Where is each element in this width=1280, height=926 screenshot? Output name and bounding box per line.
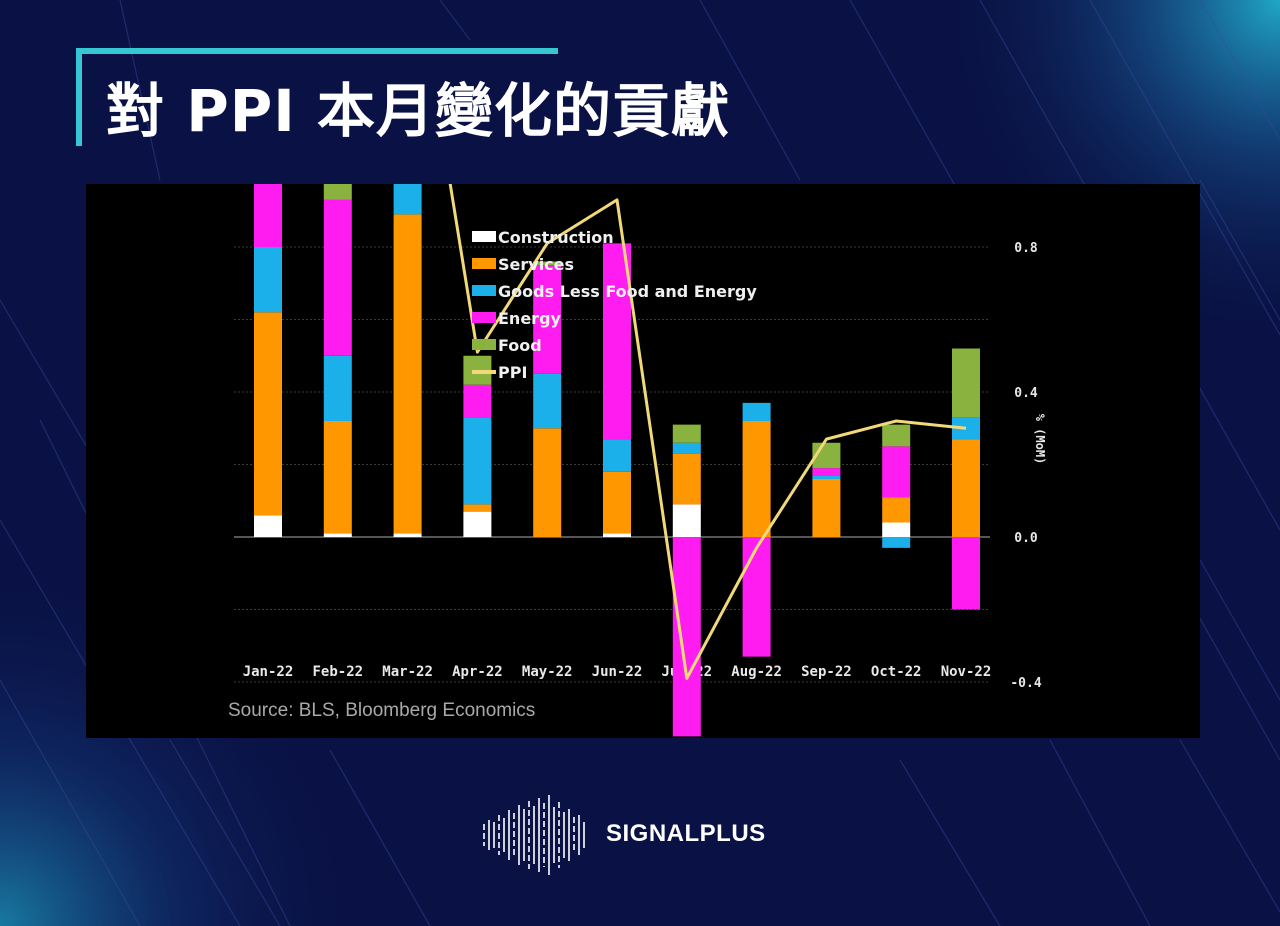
bar-segment-construction [603,533,631,537]
x-tick-label: Feb-22 [313,664,364,680]
bar-segment-services [603,471,631,534]
bar-segment-construction [882,522,911,537]
bar-segment-goods-less-food-and-energy [463,417,492,505]
bar-segment-goods-less-food-and-energy [742,402,771,421]
bar-segment-services [672,453,701,505]
chart: 2.01.61.20.80.40.0-0.4-0.8% (MoM)Jan-22F… [234,184,1047,737]
x-tick-label: Apr-22 [452,664,503,680]
bar-segment-goods-less-food-and-energy [882,537,911,548]
bar-segment-food [672,424,701,443]
soundwave-logo-icon [483,795,585,875]
bar-segment-energy [742,537,771,657]
y-axis-label: % (MoM) [1033,414,1047,465]
bar-segment-services [323,421,352,534]
bar-segment-services [812,479,841,537]
title-accent-bar [76,48,558,54]
bar-segment-food [533,261,562,266]
chart-panel: 2.01.61.20.80.40.0-0.4-0.8% (MoM)Jan-22F… [86,184,1200,738]
ppi-line [448,184,967,680]
page-title: 對 PPI 本月變化的貢獻 [106,77,730,145]
bar-segment-goods-less-food-and-energy [603,439,631,472]
bar-segment-energy [672,537,701,737]
bar-segment-services [463,504,492,512]
bar-segment-energy [812,468,841,476]
bar-segment-construction [672,504,701,537]
bar-segment-energy [254,184,282,247]
bar-segment-food [952,348,980,418]
bar-segment-goods-less-food-and-energy [254,247,282,313]
legend-swatch [472,339,496,350]
bar-segment-energy [323,199,352,356]
x-tick-label: Sep-22 [801,664,852,680]
y-tick-label: 0.0 [1014,531,1038,546]
y-tick-label: 0.8 [1014,241,1038,256]
bar-segment-services [742,421,771,537]
legend-label: Food [498,336,542,355]
bar-segment-energy [533,265,562,374]
bar-segment-goods-less-food-and-energy [672,442,701,454]
bar-segment-construction [323,533,352,537]
x-tick-label: Aug-22 [731,664,782,680]
brand-name: SIGNALPLUS [606,820,766,847]
bar-segment-services [882,497,911,523]
bar-segment-services [952,439,980,537]
legend-swatch [472,258,496,269]
x-tick-label: May-22 [522,664,573,680]
bar-segment-services [254,312,282,516]
bar-segment-services [393,214,422,534]
legend-label: Goods Less Food and Energy [498,282,757,301]
x-tick-label: Jun-22 [592,664,643,680]
legend-swatch [472,285,496,296]
bar-segment-food [882,424,911,447]
bar-segment-goods-less-food-and-energy [812,475,841,479]
bar-segment-energy [952,537,980,610]
legend-label: Energy [498,309,562,328]
legend-swatch-ppi [472,370,496,374]
bar-segment-goods-less-food-and-energy [533,373,562,429]
bar-segment-construction [393,533,422,537]
chart-source: Source: BLS, Bloomberg Economics [228,700,536,721]
legend-label: Construction [498,228,614,247]
bar-segment-services [533,428,562,537]
legend-swatch [472,312,496,323]
bar-segment-energy [882,446,911,498]
x-tick-label: Oct-22 [871,664,922,680]
title-accent-left-bar [76,48,82,146]
bar-segment-goods-less-food-and-energy [323,355,352,421]
bar-segment-energy [603,243,631,440]
y-tick-label: 0.4 [1014,386,1038,401]
brand: SIGNALPLUS [480,792,800,878]
x-tick-label: Mar-22 [382,664,433,680]
legend-label: PPI [498,363,527,382]
legend-label: Services [498,255,574,274]
x-tick-label: Jan-22 [243,664,294,680]
y-tick-label: -0.4 [1010,676,1041,691]
bar-segment-energy [463,384,492,418]
bar-segment-goods-less-food-and-energy [393,184,422,215]
bar-segment-construction [254,515,282,537]
bar-segment-food [323,184,352,200]
legend-swatch [472,231,496,242]
x-tick-label: Nov-22 [941,664,992,680]
bar-segment-construction [463,511,492,537]
